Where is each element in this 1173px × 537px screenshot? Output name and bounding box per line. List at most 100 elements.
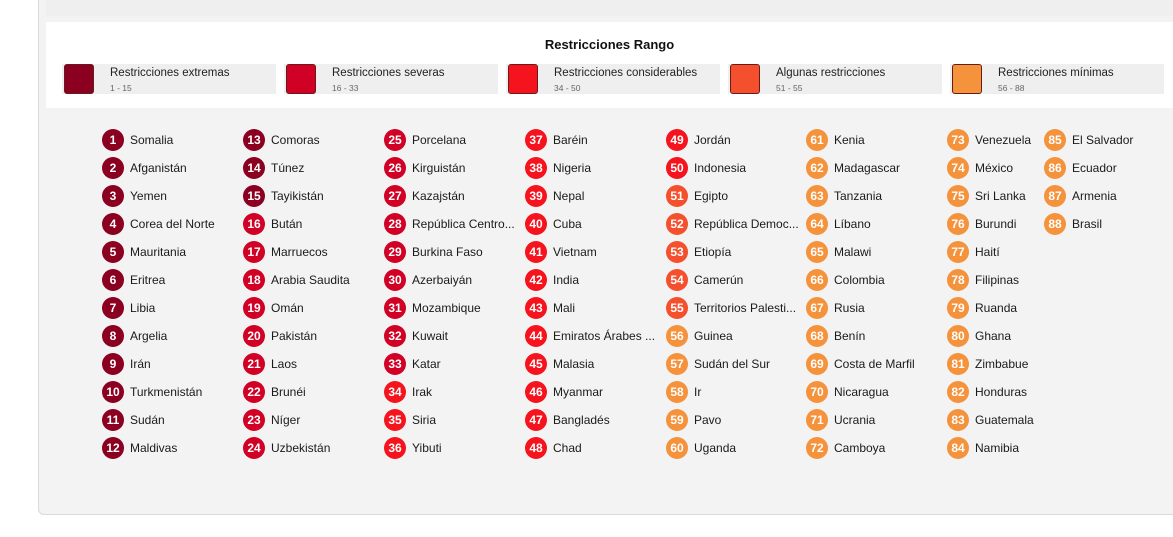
country-item[interactable]: 33 Katar: [384, 353, 522, 375]
country-item[interactable]: 5 Mauritania: [102, 241, 240, 263]
country-item[interactable]: 67 Rusia: [806, 297, 944, 319]
country-item[interactable]: 38 Nigeria: [525, 157, 663, 179]
country-item[interactable]: 20 Pakistán: [243, 325, 381, 347]
country-item[interactable]: 29 Burkina Faso: [384, 241, 522, 263]
legend-item-considerable[interactable]: Restricciones considerables 34 - 50: [506, 64, 720, 94]
country-item[interactable]: 88 Brasil: [1044, 213, 1172, 235]
country-item[interactable]: 87 Armenia: [1044, 185, 1172, 207]
country-item[interactable]: 7 Libia: [102, 297, 240, 319]
country-item[interactable]: 13 Comoras: [243, 129, 381, 151]
country-item[interactable]: 16 Bután: [243, 213, 381, 235]
country-item[interactable]: 71 Ucrania: [806, 409, 944, 431]
country-item[interactable]: 22 Brunéi: [243, 381, 381, 403]
country-name: Azerbaiyán: [412, 273, 473, 287]
country-item[interactable]: 43 Mali: [525, 297, 663, 319]
country-item[interactable]: 83 Guatemala: [947, 409, 1085, 431]
country-item[interactable]: 77 Haití: [947, 241, 1085, 263]
country-item[interactable]: 60 Uganda: [666, 437, 804, 459]
country-item[interactable]: 28 República Centro...: [384, 213, 522, 235]
country-item[interactable]: 64 Líbano: [806, 213, 944, 235]
country-name: Marruecos: [271, 245, 328, 259]
country-item[interactable]: 30 Azerbaiyán: [384, 269, 522, 291]
country-item[interactable]: 65 Malawi: [806, 241, 944, 263]
country-item[interactable]: 14 Túnez: [243, 157, 381, 179]
country-item[interactable]: 44 Emiratos Árabes ...: [525, 325, 663, 347]
rank-badge: 61: [806, 129, 828, 151]
country-item[interactable]: 69 Costa de Marfil: [806, 353, 944, 375]
country-item[interactable]: 86 Ecuador: [1044, 157, 1172, 179]
country-item[interactable]: 72 Camboya: [806, 437, 944, 459]
rank-badge: 24: [243, 437, 265, 459]
country-item[interactable]: 15 Tayikistán: [243, 185, 381, 207]
country-item[interactable]: 24 Uzbekistán: [243, 437, 381, 459]
country-item[interactable]: 6 Eritrea: [102, 269, 240, 291]
country-item[interactable]: 85 El Salvador: [1044, 129, 1172, 151]
country-item[interactable]: 48 Chad: [525, 437, 663, 459]
country-item[interactable]: 31 Mozambique: [384, 297, 522, 319]
country-item[interactable]: 78 Filipinas: [947, 269, 1085, 291]
country-item[interactable]: 84 Namibia: [947, 437, 1085, 459]
country-item[interactable]: 74 México: [947, 157, 1085, 179]
country-item[interactable]: 39 Nepal: [525, 185, 663, 207]
legend-item-label: Restricciones extremas: [110, 67, 230, 79]
country-item[interactable]: 59 Pavo: [666, 409, 804, 431]
country-item[interactable]: 4 Corea del Norte: [102, 213, 240, 235]
country-item[interactable]: 1 Somalia: [102, 129, 240, 151]
country-item[interactable]: 18 Arabia Saudita: [243, 269, 381, 291]
country-item[interactable]: 17 Marruecos: [243, 241, 381, 263]
country-item[interactable]: 56 Guinea: [666, 325, 804, 347]
country-item[interactable]: 2 Afganistán: [102, 157, 240, 179]
country-item[interactable]: 8 Argelia: [102, 325, 240, 347]
country-item[interactable]: 79 Ruanda: [947, 297, 1085, 319]
country-item[interactable]: 61 Kenia: [806, 129, 944, 151]
country-item[interactable]: 25 Porcelana: [384, 129, 522, 151]
country-item[interactable]: 9 Irán: [102, 353, 240, 375]
country-item[interactable]: 66 Colombia: [806, 269, 944, 291]
country-item[interactable]: 47 Bangladés: [525, 409, 663, 431]
country-item[interactable]: 70 Nicaragua: [806, 381, 944, 403]
country-item[interactable]: 81 Zimbabue: [947, 353, 1085, 375]
country-item[interactable]: 55 Territorios Palesti...: [666, 297, 804, 319]
country-item[interactable]: 11 Sudán: [102, 409, 240, 431]
rank-badge: 69: [806, 353, 828, 375]
country-item[interactable]: 41 Vietnam: [525, 241, 663, 263]
country-item[interactable]: 35 Siria: [384, 409, 522, 431]
country-item[interactable]: 32 Kuwait: [384, 325, 522, 347]
country-item[interactable]: 10 Turkmenistán: [102, 381, 240, 403]
legend-item-minimal[interactable]: Restricciones mínimas 56 - 88: [950, 64, 1164, 94]
country-item[interactable]: 34 Irak: [384, 381, 522, 403]
country-item[interactable]: 12 Maldivas: [102, 437, 240, 459]
country-item[interactable]: 46 Myanmar: [525, 381, 663, 403]
country-item[interactable]: 42 India: [525, 269, 663, 291]
country-item[interactable]: 51 Egipto: [666, 185, 804, 207]
country-item[interactable]: 36 Yibuti: [384, 437, 522, 459]
country-item[interactable]: 62 Madagascar: [806, 157, 944, 179]
country-item[interactable]: 63 Tanzania: [806, 185, 944, 207]
country-item[interactable]: 68 Benín: [806, 325, 944, 347]
legend-item-severe[interactable]: Restricciones severas 16 - 33: [284, 64, 498, 94]
country-item[interactable]: 75 Sri Lanka: [947, 185, 1085, 207]
country-item[interactable]: 80 Ghana: [947, 325, 1085, 347]
country-item[interactable]: 45 Malasia: [525, 353, 663, 375]
country-item[interactable]: 53 Etiopía: [666, 241, 804, 263]
legend-item-some[interactable]: Algunas restricciones 51 - 55: [728, 64, 942, 94]
country-item[interactable]: 76 Burundi: [947, 213, 1085, 235]
country-item[interactable]: 21 Laos: [243, 353, 381, 375]
country-item[interactable]: 58 Ir: [666, 381, 804, 403]
legend-item-extreme[interactable]: Restricciones extremas 1 - 15: [62, 64, 276, 94]
country-item[interactable]: 26 Kirguistán: [384, 157, 522, 179]
country-item[interactable]: 3 Yemen: [102, 185, 240, 207]
country-item[interactable]: 27 Kazajstán: [384, 185, 522, 207]
country-item[interactable]: 73 Venezuela: [947, 129, 1085, 151]
country-item[interactable]: 23 Níger: [243, 409, 381, 431]
country-item[interactable]: 40 Cuba: [525, 213, 663, 235]
country-item[interactable]: 54 Camerún: [666, 269, 804, 291]
country-item[interactable]: 52 República Democ...: [666, 213, 804, 235]
country-item[interactable]: 50 Indonesia: [666, 157, 804, 179]
country-item[interactable]: 19 Omán: [243, 297, 381, 319]
country-item[interactable]: 57 Sudán del Sur: [666, 353, 804, 375]
country-item[interactable]: 82 Honduras: [947, 381, 1085, 403]
rank-badge: 9: [102, 353, 124, 375]
country-item[interactable]: 49 Jordán: [666, 129, 804, 151]
country-item[interactable]: 37 Baréin: [525, 129, 663, 151]
